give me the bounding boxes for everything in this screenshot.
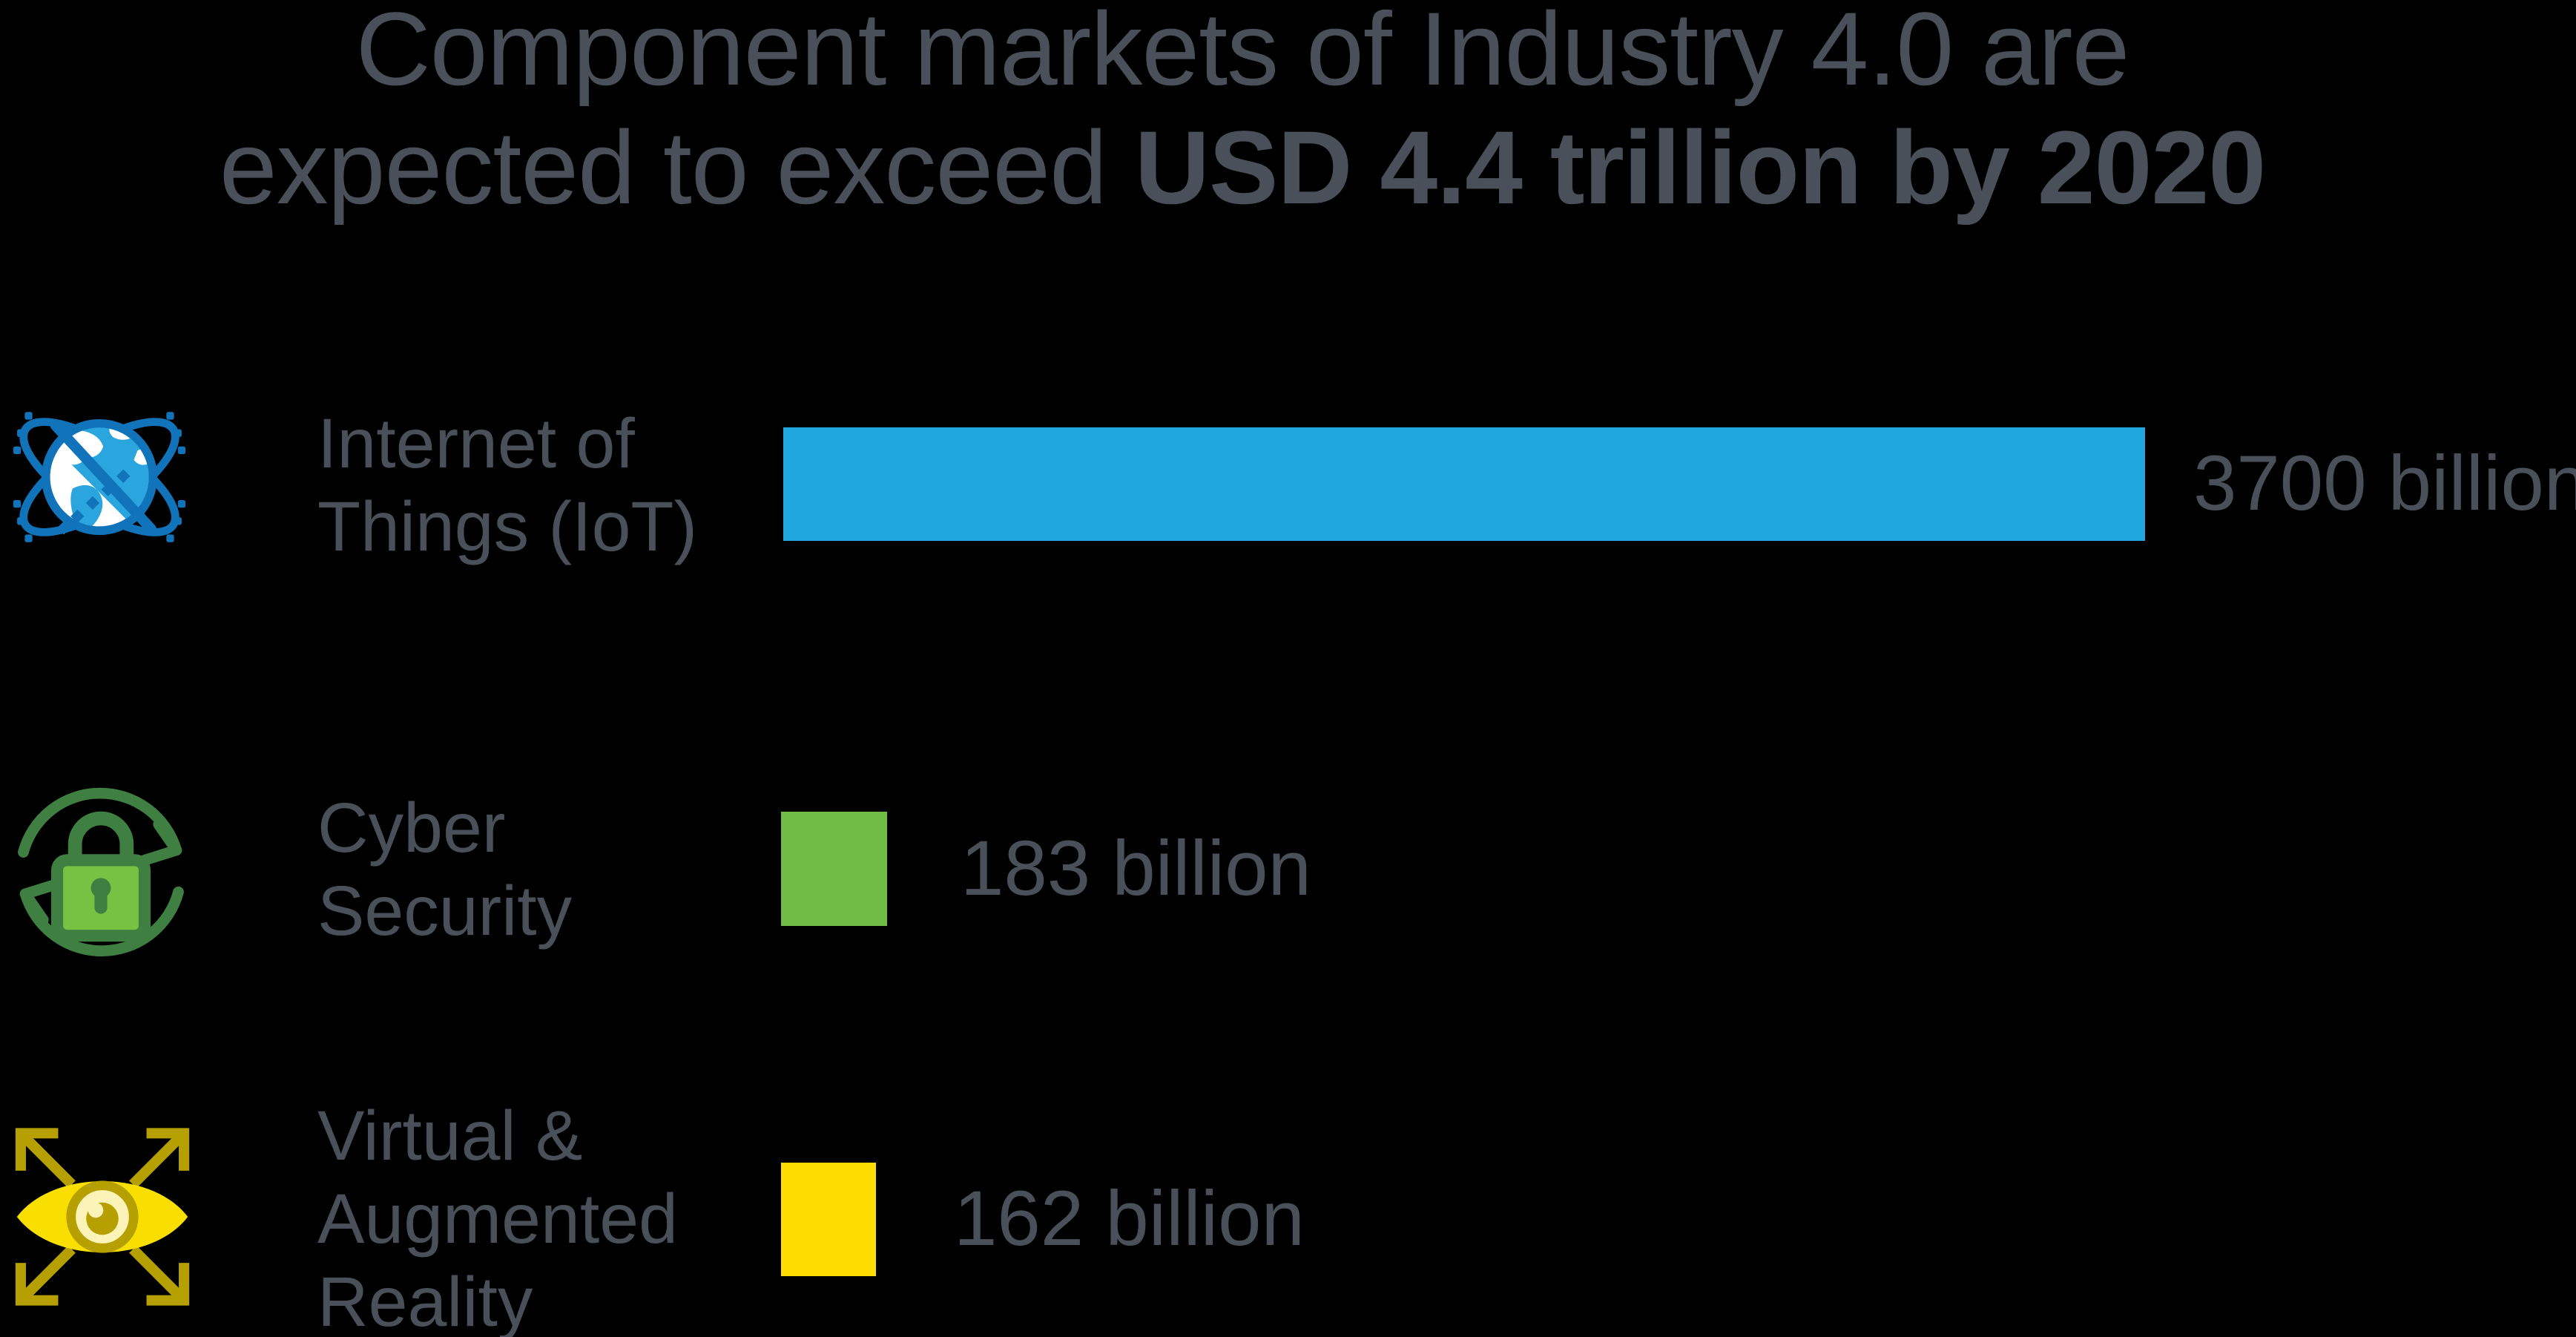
bar-virtual-augmented-reality: [781, 1163, 876, 1276]
bar-cyber-security: [781, 812, 887, 926]
label-cyber-security: Cyber Security: [317, 789, 573, 950]
value-cyber-security: 183 billion: [961, 825, 1311, 912]
title-line-2-regular: expected to exceed: [219, 109, 1135, 226]
title-line-2: expected to exceed USD 4.4 trillion by 2…: [0, 108, 2485, 227]
page-title: Component markets of Industry 4.0 are ex…: [0, 0, 2485, 227]
title-line-2-bold: USD 4.4 trillion by 2020: [1134, 109, 2266, 226]
iot-globe-icon: [4, 362, 195, 592]
value-iot: 3700 billion: [2193, 440, 2576, 527]
label-internet-of-things: Internet of Things (IoT): [317, 404, 698, 566]
bar-iot: [783, 427, 2145, 541]
title-line-1: Component markets of Industry 4.0 are: [355, 0, 2130, 107]
label-virtual-augmented-reality: Virtual & Augmented Reality: [317, 1097, 678, 1337]
value-virtual-augmented-reality: 162 billion: [954, 1175, 1305, 1262]
vr-ar-eye-icon: [7, 1119, 197, 1315]
cyber-security-lock-icon: [1, 764, 200, 972]
